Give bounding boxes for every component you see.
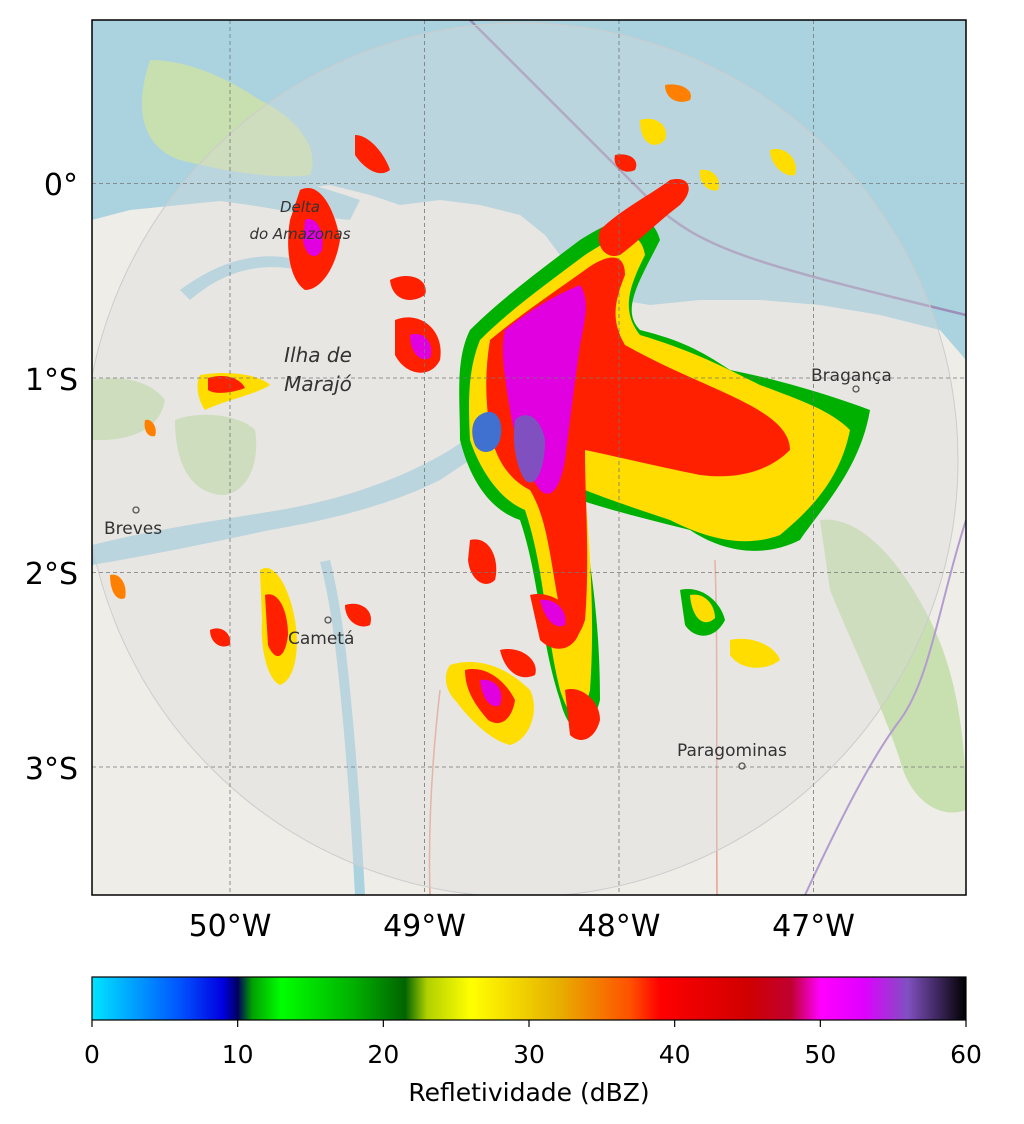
echo-west-3 — [390, 275, 426, 300]
echo-north-1 — [598, 179, 689, 256]
cameta-marker — [324, 616, 332, 624]
river-channel-2 — [180, 256, 300, 300]
echo-west-4-core — [410, 334, 432, 360]
echo-south-11 — [210, 628, 231, 647]
colorbar-tick-label: 50 — [804, 1040, 836, 1069]
marajo-label-line2: Marajó — [284, 372, 352, 396]
echo-south-1-core — [265, 594, 288, 657]
echo-south-5 — [500, 649, 536, 678]
ocean-area — [92, 20, 966, 360]
reflectivity-echoes — [110, 84, 870, 745]
echo-south-9 — [730, 638, 780, 668]
echo-west-2-core — [303, 219, 323, 257]
forest-marajo — [175, 414, 257, 495]
breves-marker — [132, 506, 140, 514]
colorbar-tick-label: 10 — [222, 1040, 254, 1069]
river-para — [92, 410, 525, 565]
echo-north-2 — [640, 118, 666, 145]
delta-label-line2: do Amazonas — [249, 225, 350, 243]
graticule — [92, 20, 966, 895]
delta-label-line1: Delta — [280, 198, 320, 216]
braganca-label: Bragança — [811, 366, 892, 386]
echo-north-6 — [699, 169, 719, 191]
forest-delta — [141, 60, 313, 177]
echo-north-5 — [614, 154, 637, 172]
forest-east — [820, 519, 966, 813]
lat-label-0: 0° — [44, 168, 78, 203]
marajo-label-line1: Ilha de — [284, 343, 352, 367]
echo-south-2 — [345, 603, 371, 627]
echo-west-1 — [355, 135, 390, 174]
paragominas-label: Paragominas — [677, 741, 787, 761]
echo-south-8-core — [690, 594, 715, 623]
echo-north-3 — [665, 84, 691, 102]
lon-label-48w: 48°W — [578, 909, 661, 944]
lon-label-50w: 50°W — [189, 909, 272, 944]
echo-south-10 — [110, 574, 126, 599]
colorbar-tick-label: 60 — [950, 1040, 982, 1069]
echo-south-6-core — [540, 599, 566, 627]
colorbar-tick-label: 40 — [659, 1040, 691, 1069]
lat-label-1s: 1°S — [25, 363, 78, 398]
colorbar-tick-label: 20 — [367, 1040, 399, 1069]
breves-label: Breves — [104, 519, 162, 539]
echo-south-7 — [565, 689, 600, 740]
map-area: Ilha de Marajó Delta do Amazonas Breves … — [92, 20, 966, 895]
state-border — [804, 519, 966, 895]
river-north-channel — [92, 147, 360, 220]
echo-west-6 — [144, 419, 156, 437]
lat-label-3s: 3°S — [25, 752, 78, 787]
road-1 — [714, 559, 718, 895]
echo-south-4-core — [480, 679, 502, 707]
echo-west-5-core — [208, 376, 245, 393]
colorbar-label: Refletividade (dBZ) — [408, 1078, 649, 1107]
braganca-marker — [852, 385, 860, 393]
echo-core — [513, 415, 545, 483]
colorbar-ticks: 0 10 20 30 40 50 60 — [84, 1020, 982, 1069]
paragominas-marker — [738, 762, 746, 770]
echo-south-3 — [468, 539, 497, 584]
colorbar-gradient — [91, 976, 967, 1021]
river-tocantins — [320, 560, 365, 895]
lon-label-49w: 49°W — [383, 909, 466, 944]
lon-label-47w: 47°W — [772, 909, 855, 944]
lat-label-2s: 2°S — [25, 557, 78, 592]
echo-blue — [472, 411, 502, 452]
map-frame — [91, 19, 967, 896]
echo-north-4 — [770, 149, 796, 176]
road-2 — [428, 689, 441, 895]
colorbar-tick-label: 30 — [513, 1040, 545, 1069]
colorbar-tick-label: 0 — [84, 1040, 100, 1069]
cameta-label: Cametá — [288, 629, 354, 649]
colorbar: 0 10 20 30 40 50 60 Refletividade (dBZ) — [84, 976, 982, 1107]
